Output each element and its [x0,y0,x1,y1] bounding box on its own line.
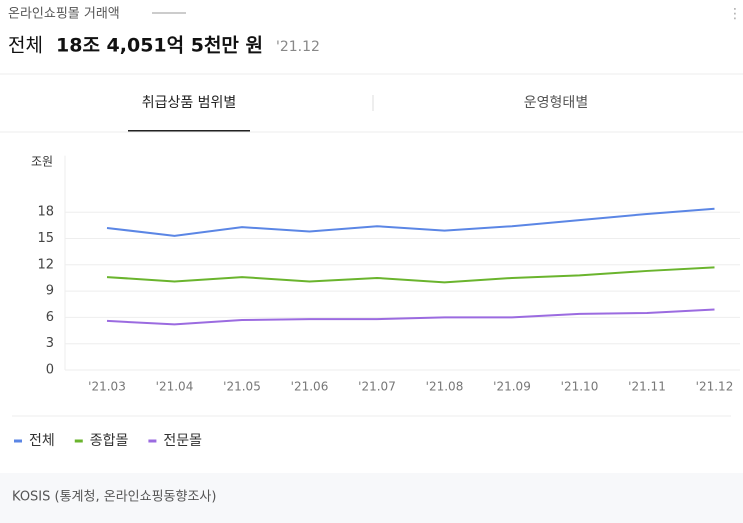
x-tick-label: '21.08 [426,380,464,394]
x-tick-label: '21.07 [358,380,396,394]
tab-active[interactable]: 취급상품 범위별 [142,95,237,111]
y-tick-label: 18 [37,205,54,220]
period: '21.12 [276,39,320,55]
y-tick-label: 9 [46,284,54,299]
more-menu[interactable]: ⋮ [728,6,742,22]
legend-label: 전체 [29,433,55,449]
x-tick-label: '21.12 [696,380,734,394]
footer-bg [0,473,743,523]
series-line [106,308,715,326]
x-tick-label: '21.06 [291,380,329,394]
y-tick-label: 6 [46,310,54,325]
tab[interactable]: 운영형태별 [524,95,588,111]
series-line [106,266,715,284]
source: KOSIS (통계청, 온라인쇼핑동향조사) [12,490,216,505]
header-label: 온라인쇼핑몰 거래액 [8,7,120,22]
x-tick-label: '21.05 [223,380,261,394]
series-line [106,207,715,237]
x-tick-label: '21.03 [88,380,126,394]
legend-label: 종합몰 [90,433,129,449]
total-label: 전체 [8,35,43,57]
x-tick-label: '21.04 [156,380,194,394]
x-tick-label: '21.10 [561,380,599,394]
y-tick-label: 15 [37,231,54,246]
total-value: 18조 4,051억 5천만 원 [56,35,263,57]
y-unit: 조원 [31,155,53,169]
y-tick-label: 3 [46,336,54,351]
x-tick-label: '21.09 [493,380,531,394]
x-tick-label: '21.11 [628,380,666,394]
y-tick-label: 0 [46,363,54,378]
y-tick-label: 12 [37,257,54,272]
legend-label: 전문몰 [163,433,202,449]
